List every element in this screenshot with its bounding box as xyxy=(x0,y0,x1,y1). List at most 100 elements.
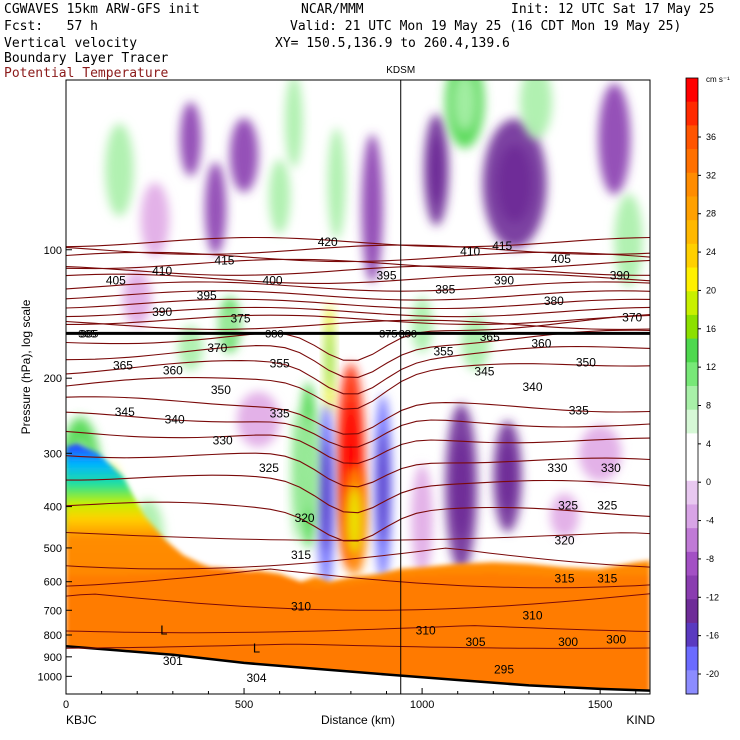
theta-label: 350 xyxy=(576,356,596,370)
theta-label: 375 xyxy=(230,312,250,326)
w-cell-core xyxy=(454,80,476,130)
w-cell-outer xyxy=(179,101,202,177)
w-cell-outer xyxy=(520,80,553,139)
colorbar-label: 8 xyxy=(706,401,711,411)
w-cell xyxy=(550,493,579,538)
colorbar-swatch xyxy=(686,670,698,695)
w-cell-outer xyxy=(550,493,579,538)
colorbar-label: 28 xyxy=(706,209,716,219)
theta-label: 295 xyxy=(494,663,514,677)
theta-label: 390 xyxy=(610,269,630,283)
theta-contour xyxy=(66,501,650,542)
colorbar-label: 0 xyxy=(706,477,711,487)
y-axis-label: Pressure (hPa), log scale xyxy=(19,299,33,434)
colorbar-swatch xyxy=(686,504,698,529)
theta-label: 415 xyxy=(214,254,234,268)
colorbar-swatch xyxy=(686,457,698,482)
colorbar-label: -8 xyxy=(706,554,714,564)
theta-label: 380 xyxy=(544,294,564,308)
w-cell-outer xyxy=(598,83,631,195)
w-cell-core xyxy=(321,441,331,553)
w-cell-core xyxy=(378,431,388,543)
w-cell xyxy=(317,404,335,590)
theta-contour xyxy=(66,319,650,330)
theta-contour xyxy=(66,568,650,589)
theta-label: 325 xyxy=(259,461,279,475)
w-cell xyxy=(324,303,335,415)
w-cell xyxy=(482,118,547,249)
w-cell-core xyxy=(497,144,533,223)
plot-frame xyxy=(65,79,651,695)
theta-contour xyxy=(66,593,650,611)
w-cell-outer xyxy=(140,182,170,257)
colorbar-label: 36 xyxy=(706,132,716,142)
valid-time: Valid: 21 UTC Mon 19 May 25 (16 CDT Mon … xyxy=(290,19,682,34)
y-tick-label: 900 xyxy=(44,652,62,664)
field-name-boundary-layer-tracer: Boundary Layer Tracer xyxy=(4,51,169,66)
y-tick-label: 600 xyxy=(44,577,62,589)
theta-label: 390 xyxy=(152,305,172,319)
x-axis-label: Distance (km) xyxy=(321,713,395,727)
colorbar: cm s⁻¹ 36 32 28 24 20 16 12 8 4 0 -4 -8 -12 -16 -20 xyxy=(685,75,730,695)
w-cell xyxy=(361,134,383,283)
colorbar-swatch xyxy=(686,646,698,671)
colorbar-swatch xyxy=(686,409,698,434)
contour-labels: 420 415 415 410 410 405 405 400 395 395 390 390 390 3… xyxy=(78,65,642,685)
w-cell xyxy=(614,193,643,287)
theta-label: 385 xyxy=(435,283,455,297)
colorbar-swatch xyxy=(686,338,698,363)
w-cell-outer xyxy=(105,123,134,217)
w-cell xyxy=(445,403,478,571)
w-cell xyxy=(140,182,170,257)
theta-label: 405 xyxy=(551,252,571,266)
theta-contour xyxy=(66,265,650,276)
theta-contour xyxy=(66,314,650,361)
w-cell xyxy=(229,118,259,193)
colorbar-swatch xyxy=(686,196,698,221)
w-cell-core xyxy=(499,443,516,510)
y-tick-label: 200 xyxy=(44,373,62,385)
x-tick-label: 1500 xyxy=(588,699,612,711)
theta-label: 300 xyxy=(558,635,578,649)
theta-label: 360 xyxy=(531,337,551,351)
terrain-outline xyxy=(66,644,650,692)
y-tick-label: 500 xyxy=(44,543,62,555)
theta-label: 410 xyxy=(152,264,172,278)
theta-label: 310 xyxy=(291,599,311,613)
low-marker: L xyxy=(253,640,260,655)
colorbar-swatch xyxy=(686,220,698,245)
tropopause-label: 375 xyxy=(379,328,397,340)
boundary-layer-tracer xyxy=(66,443,650,694)
potential-temperature-contours xyxy=(66,80,650,694)
theta-label: 320 xyxy=(295,511,315,525)
theta-contour xyxy=(66,298,650,310)
theta-contour xyxy=(66,273,650,284)
colorbar-swatch xyxy=(686,575,698,600)
w-cell-outer xyxy=(229,118,259,193)
w-cell xyxy=(598,83,631,195)
x-tick-label: 1000 xyxy=(410,699,434,711)
colorbar-swatch xyxy=(686,362,698,387)
w-cell-core xyxy=(326,325,333,392)
theta-contour xyxy=(66,625,650,634)
theta-label: 360 xyxy=(163,364,183,378)
w-cell xyxy=(327,128,346,240)
w-cell xyxy=(178,325,204,371)
colorbar-swatch xyxy=(686,480,698,505)
theta-contour xyxy=(66,643,650,649)
colorbar-label: -12 xyxy=(706,592,719,602)
theta-label: 305 xyxy=(465,635,485,649)
w-cell-outer xyxy=(268,159,291,234)
w-cell-outer xyxy=(361,134,383,283)
model-title: CGWAVES 15km ARW-GFS init xyxy=(4,2,200,17)
colorbar-swatch xyxy=(686,149,698,174)
theta-label: 330 xyxy=(547,461,567,475)
theta-label: 300 xyxy=(606,633,626,647)
w-cell xyxy=(520,80,553,139)
colorbar-label: -4 xyxy=(706,516,714,526)
terrain xyxy=(66,646,650,694)
forecast-hour: Fcst: 57 h xyxy=(4,19,98,34)
colorbar-swatch xyxy=(686,551,698,577)
theta-label: 325 xyxy=(558,499,578,513)
